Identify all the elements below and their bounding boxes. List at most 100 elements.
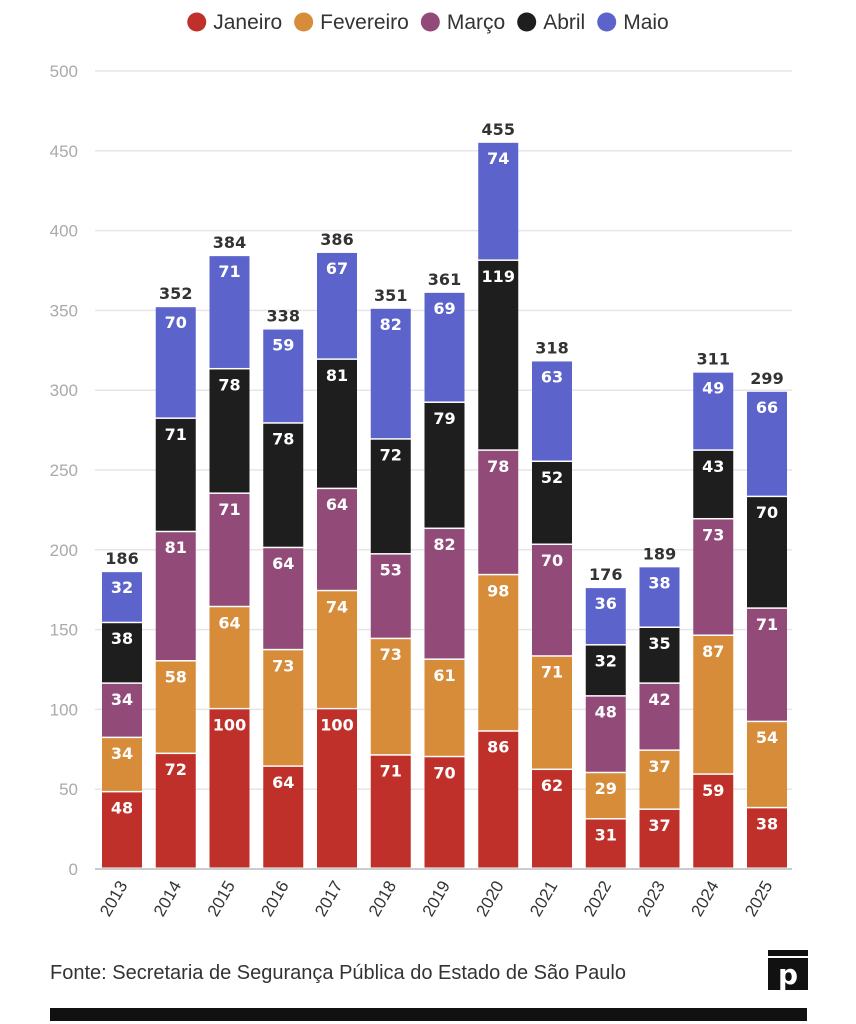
- segment-value-label: 61: [433, 666, 455, 685]
- legend-swatch: [187, 12, 207, 32]
- bar-segment: [585, 696, 626, 772]
- segment-value-label: 71: [218, 262, 240, 281]
- x-tick-label: 2016: [257, 878, 292, 920]
- legend-item: Janeiro: [187, 11, 282, 34]
- segment-value-label: 71: [541, 663, 563, 682]
- segment-value-label: 64: [272, 773, 294, 792]
- segment-value-label: 72: [380, 446, 402, 465]
- segment-value-label: 81: [326, 366, 348, 385]
- legend-label: Janeiro: [213, 11, 282, 34]
- segment-value-label: 98: [487, 581, 509, 600]
- bar-segment: [102, 792, 142, 868]
- y-tick-label: 250: [50, 461, 78, 480]
- publisher-logo-icon: p: [768, 950, 808, 990]
- segment-value-label: 74: [487, 149, 509, 168]
- bar-segment: [370, 755, 411, 868]
- bar-segment: [317, 252, 357, 359]
- bar-segment: [102, 738, 142, 791]
- legend-label: Maio: [623, 11, 669, 34]
- bar-segment: [693, 635, 734, 774]
- bar-segment: [263, 766, 304, 868]
- bar-segment: [639, 809, 680, 868]
- segment-value-label: 71: [218, 500, 240, 519]
- bar-segment: [585, 773, 626, 819]
- bar-stack: 48 34 34 38 32 186: [102, 549, 142, 868]
- bar-segment: [209, 607, 250, 708]
- bar-segment: [478, 260, 519, 450]
- x-tick-label: 2025: [741, 878, 776, 920]
- x-tick-label: 2022: [580, 878, 615, 920]
- segment-value-label: 64: [326, 495, 348, 514]
- bar-total-label: 361: [428, 270, 461, 289]
- legend-swatch: [517, 12, 537, 32]
- bar-segment: [370, 554, 411, 638]
- segment-value-label: 119: [482, 267, 515, 286]
- segment-value-label: 32: [595, 652, 617, 671]
- segment-value-label: 48: [595, 703, 617, 722]
- legend-label: Fevereiro: [320, 11, 409, 34]
- bar-segment: [424, 402, 465, 528]
- bar-stack: 64 73 64 78 59 338: [263, 307, 304, 868]
- bar-segment: [747, 808, 787, 868]
- bar-total-label: 384: [213, 233, 246, 252]
- x-axis: 2013 2014 2015 2016 2017 2018 2019 2020 2021 2022…: [96, 878, 776, 920]
- chart-legend: Janeiro Fevereiro Março Abril Maio: [187, 11, 669, 34]
- legend-swatch: [420, 12, 440, 32]
- x-tick-label: 2014: [150, 878, 185, 920]
- bar-segment: [209, 493, 250, 606]
- bar-segment: [209, 709, 250, 868]
- bar-segment: [747, 497, 787, 608]
- x-tick-label: 2019: [419, 878, 454, 920]
- segment-value-label: 58: [165, 668, 187, 687]
- bar-segment: [155, 418, 196, 531]
- bar-total-label: 299: [750, 369, 783, 388]
- legend-item: Março: [420, 11, 505, 34]
- bar-segment: [370, 639, 411, 755]
- segment-value-label: 78: [487, 457, 509, 476]
- x-tick-label: 2018: [365, 878, 400, 920]
- bar-segment: [102, 572, 142, 622]
- y-tick-label: 200: [50, 541, 78, 560]
- legend-swatch: [294, 12, 314, 32]
- legend-item: Abril: [517, 11, 585, 34]
- bar-segment: [424, 529, 465, 659]
- bar-segment: [478, 142, 519, 260]
- y-tick-label: 100: [50, 700, 78, 719]
- bar-segment: [155, 532, 196, 661]
- bar-segment: [532, 361, 572, 461]
- y-tick-label: 150: [50, 621, 78, 640]
- bar-stack: 59 87 73 43 49 311: [693, 350, 734, 868]
- bar-segment: [532, 656, 572, 769]
- segment-value-label: 31: [595, 826, 617, 845]
- segment-value-label: 35: [648, 634, 670, 653]
- bar-segment: [585, 645, 626, 696]
- bar-segment: [424, 757, 465, 868]
- x-tick-label: 2020: [472, 878, 507, 920]
- bar-total-label: 352: [159, 284, 192, 303]
- bar-segment: [747, 391, 787, 496]
- bar-segment: [370, 308, 411, 439]
- segment-value-label: 38: [111, 629, 133, 648]
- segment-value-label: 37: [648, 816, 670, 835]
- bar-segment: [155, 754, 196, 868]
- bar-stack: 100 74 64 81 67 386: [317, 230, 357, 868]
- segment-value-label: 63: [541, 367, 563, 386]
- bar-total-label: 338: [267, 307, 300, 326]
- segment-value-label: 38: [756, 814, 778, 833]
- bar-segment: [424, 292, 465, 402]
- legend-item: Fevereiro: [294, 11, 409, 34]
- bar-stack: 86 98 78 119 74 455: [478, 120, 519, 868]
- bar-segment: [639, 567, 680, 627]
- bar-stack: 71 73 53 72 82 351: [370, 286, 411, 868]
- segment-value-label: 43: [702, 457, 724, 476]
- bar-segment: [209, 256, 250, 368]
- y-tick-label: 400: [50, 222, 78, 241]
- y-tick-label: 500: [50, 62, 78, 81]
- bar-segment: [639, 683, 680, 750]
- segment-value-label: 100: [213, 715, 246, 734]
- bar-total-label: 311: [697, 350, 730, 369]
- segment-value-label: 86: [487, 738, 509, 757]
- bar-stack: 38 54 71 70 66 299: [747, 369, 787, 868]
- bar-segment: [370, 439, 411, 554]
- bar-segment: [317, 709, 357, 868]
